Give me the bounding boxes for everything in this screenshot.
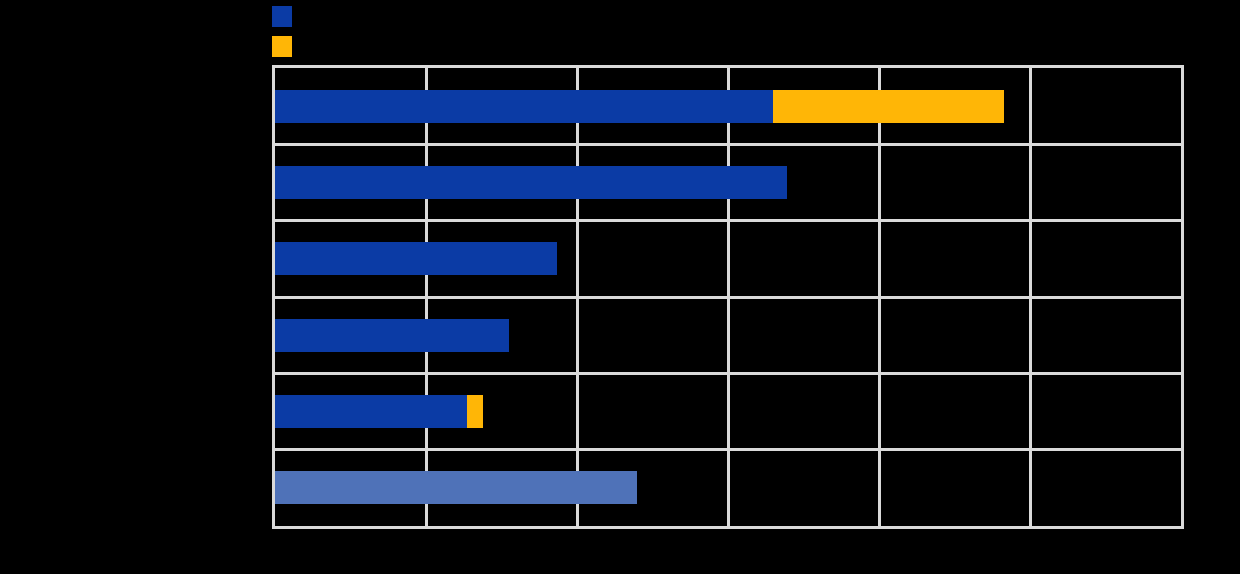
horizontal-gridline (275, 372, 1181, 375)
bar-row-1-series-2 (773, 90, 1004, 123)
bar-row-5-series-2 (467, 395, 484, 428)
plot-grid (275, 68, 1181, 526)
bar-row-3-series-1 (275, 242, 557, 275)
horizontal-gridline (275, 219, 1181, 222)
bar-row-1-series-1 (275, 90, 773, 123)
chart-canvas (0, 0, 1240, 574)
horizontal-gridline (275, 143, 1181, 146)
bar-row-6-series-3 (275, 471, 637, 504)
bar-row-2-series-1 (275, 166, 787, 199)
horizontal-gridline (275, 448, 1181, 451)
legend-swatch-series-2 (272, 36, 292, 57)
bar-row-5-series-1 (275, 395, 467, 428)
legend-swatch-series-1 (272, 6, 292, 27)
horizontal-gridline (275, 296, 1181, 299)
plot-area (272, 65, 1184, 529)
bar-row-4-series-1 (275, 319, 509, 352)
